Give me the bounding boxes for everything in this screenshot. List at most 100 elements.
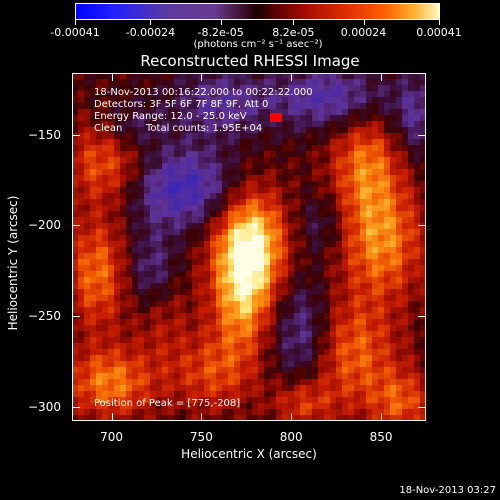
heatmap-cell <box>252 349 259 356</box>
heatmap-cell <box>360 373 367 380</box>
heatmap-cell <box>108 151 115 158</box>
heatmap-cell <box>324 403 331 410</box>
heatmap-cell <box>234 169 241 176</box>
heatmap-cell <box>306 193 313 200</box>
heatmap-cell <box>360 361 367 368</box>
heatmap-cell <box>318 289 325 296</box>
heatmap-cell <box>330 397 337 404</box>
heatmap-cell <box>198 139 205 146</box>
heatmap-cell <box>300 199 307 206</box>
heatmap-cell <box>282 73 289 80</box>
heatmap-cell <box>408 211 415 218</box>
heatmap-cell <box>264 409 271 416</box>
heatmap-cell <box>174 127 181 134</box>
heatmap-cell <box>420 223 426 230</box>
heatmap-cell <box>324 235 331 242</box>
heatmap-cell <box>276 175 283 182</box>
heatmap-cell <box>138 103 145 110</box>
heatmap-cell <box>72 211 79 218</box>
heatmap-cell <box>258 205 265 212</box>
heatmap-cell <box>102 211 109 218</box>
heatmap-cell <box>234 289 241 296</box>
heatmap-cell <box>108 337 115 344</box>
heatmap-cell <box>180 133 187 140</box>
heatmap-cell <box>372 409 379 416</box>
heatmap-cell <box>324 319 331 326</box>
heatmap-cell <box>378 193 385 200</box>
heatmap-cell <box>276 97 283 104</box>
heatmap-cell <box>162 403 169 410</box>
heatmap-cell <box>288 175 295 182</box>
heatmap-cell <box>366 403 373 410</box>
heatmap-cell <box>120 169 127 176</box>
heatmap-cell <box>378 295 385 302</box>
heatmap-cell <box>282 133 289 140</box>
heatmap-cell <box>102 265 109 272</box>
heatmap-cell <box>420 385 426 392</box>
heatmap-cell <box>324 223 331 230</box>
heatmap-cell <box>264 241 271 248</box>
heatmap-cell <box>180 211 187 218</box>
heatmap-cell <box>378 409 385 416</box>
heatmap-cell <box>156 157 163 164</box>
heatmap-cell <box>246 127 253 134</box>
heatmap-cell <box>108 79 115 86</box>
heatmap-cell <box>342 241 349 248</box>
heatmap-cell <box>78 163 85 170</box>
heatmap-cell <box>156 355 163 362</box>
heatmap-cell <box>228 139 235 146</box>
annotation-energy: Energy Range: 12.0 - 25.0 keV <box>94 111 247 122</box>
heatmap-cell <box>240 181 247 188</box>
heatmap-cell <box>258 355 265 362</box>
heatmap-cell <box>294 91 301 98</box>
heatmap-cell <box>228 403 235 410</box>
heatmap-cell <box>384 361 391 368</box>
heatmap-cell <box>306 109 313 116</box>
heatmap-cell <box>180 223 187 230</box>
heatmap-cell <box>318 109 325 116</box>
heatmap-cell <box>96 151 103 158</box>
heatmap-cell <box>174 313 181 320</box>
heatmap-cell <box>246 163 253 170</box>
heatmap-cell <box>336 403 343 410</box>
heatmap-cell <box>402 361 409 368</box>
heatmap-cell <box>240 169 247 176</box>
heatmap-cell <box>348 301 355 308</box>
heatmap-cell <box>330 121 337 128</box>
heatmap-cell <box>282 313 289 320</box>
heatmap-cell <box>192 217 199 224</box>
heatmap-cell <box>414 193 421 200</box>
heatmap-cell <box>198 181 205 188</box>
heatmap-cell <box>414 145 421 152</box>
heatmap-cell <box>246 415 253 421</box>
heatmap-cell <box>204 331 211 338</box>
heatmap-cell <box>420 229 426 236</box>
heatmap-cell <box>306 133 313 140</box>
heatmap-cell <box>162 253 169 260</box>
y-tick-mark <box>418 134 426 136</box>
heatmap-cell <box>192 109 199 116</box>
heatmap-cell <box>258 307 265 314</box>
heatmap-cell <box>306 361 313 368</box>
heatmap-cell <box>210 109 217 116</box>
heatmap-cell <box>186 97 193 104</box>
heatmap-cell <box>156 415 163 421</box>
x-tick-mark <box>291 413 293 421</box>
heatmap-cell <box>360 385 367 392</box>
heatmap-cell <box>348 241 355 248</box>
heatmap-cell <box>366 199 373 206</box>
heatmap-cell <box>216 103 223 110</box>
heatmap-cell <box>114 169 121 176</box>
heatmap-cell <box>354 199 361 206</box>
heatmap-cell <box>396 253 403 260</box>
heatmap-cell <box>258 139 265 146</box>
heatmap-cell <box>324 133 331 140</box>
heatmap-cell <box>186 211 193 218</box>
heatmap-cell <box>408 121 415 128</box>
plot-timestamp: 18-Nov-2013 03:27 <box>399 485 496 496</box>
heatmap-cell <box>204 181 211 188</box>
heatmap-cell <box>222 415 229 421</box>
heatmap-cell <box>414 175 421 182</box>
heatmap-cell <box>90 175 97 182</box>
heatmap-cell <box>420 133 426 140</box>
